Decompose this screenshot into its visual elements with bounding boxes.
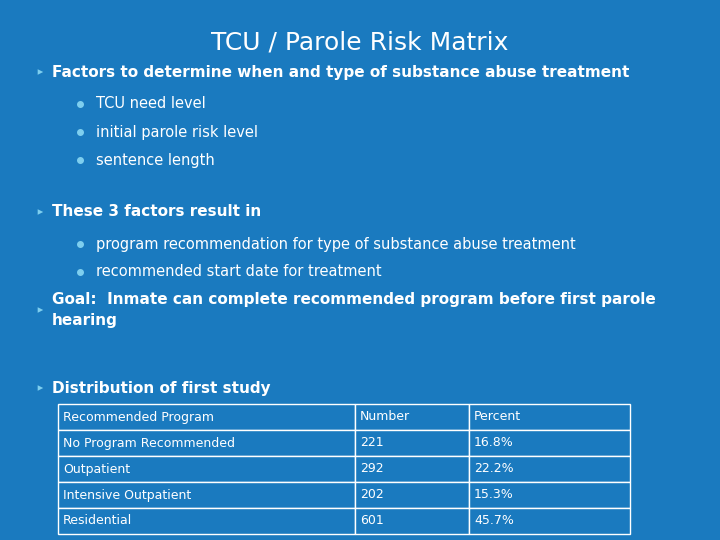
Text: Goal:  Inmate can complete recommended program before first parole
hearing: Goal: Inmate can complete recommended pr… [52,292,656,328]
Text: sentence length: sentence length [96,152,215,167]
Bar [58,482,355,508]
Text: Number: Number [360,410,410,423]
Text: 292: 292 [360,462,384,476]
Bar [355,456,469,482]
Text: 15.3%: 15.3% [474,489,514,502]
Bar [355,482,469,508]
Text: 16.8%: 16.8% [474,436,514,449]
Bar [355,430,469,456]
Bar [355,508,469,534]
Text: These 3 factors result in: These 3 factors result in [52,205,261,219]
Text: recommended start date for treatment: recommended start date for treatment [96,265,382,280]
Bar [469,456,630,482]
Bar [58,430,355,456]
Text: 202: 202 [360,489,384,502]
Text: Factors to determine when and type of substance abuse treatment: Factors to determine when and type of su… [52,64,629,79]
Text: Percent: Percent [474,410,521,423]
Text: Intensive Outpatient: Intensive Outpatient [63,489,192,502]
Bar [355,404,469,430]
Bar [58,508,355,534]
Text: Distribution of first study: Distribution of first study [52,381,271,395]
Bar [58,404,355,430]
Text: Recommended Program: Recommended Program [63,410,214,423]
Text: initial parole risk level: initial parole risk level [96,125,258,139]
Bar [469,430,630,456]
Text: Outpatient: Outpatient [63,462,130,476]
Text: Residential: Residential [63,515,132,528]
Text: TCU / Parole Risk Matrix: TCU / Parole Risk Matrix [211,30,509,54]
Text: 22.2%: 22.2% [474,462,513,476]
Bar [58,456,355,482]
Text: 221: 221 [360,436,384,449]
Text: TCU need level: TCU need level [96,97,206,111]
Bar [469,404,630,430]
Bar [469,482,630,508]
Text: 45.7%: 45.7% [474,515,514,528]
Text: No Program Recommended: No Program Recommended [63,436,235,449]
Text: program recommendation for type of substance abuse treatment: program recommendation for type of subst… [96,237,576,252]
Bar [469,508,630,534]
Text: 601: 601 [360,515,384,528]
